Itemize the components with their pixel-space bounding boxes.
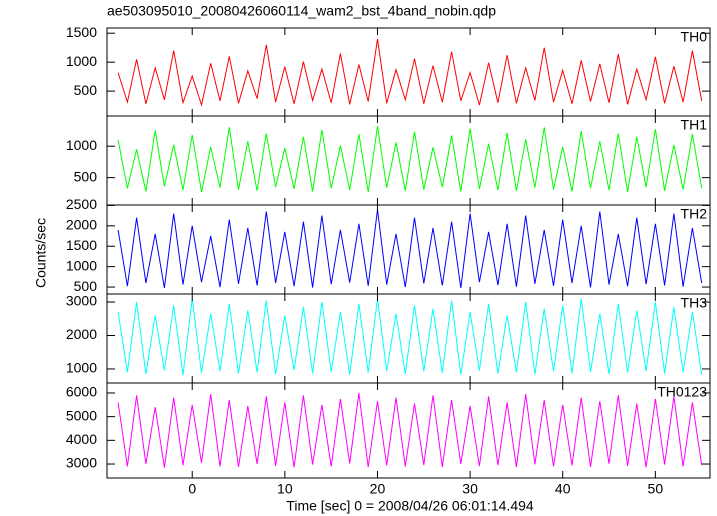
x-tick-label: 10 <box>277 481 293 497</box>
x-tick-label: 40 <box>555 481 571 497</box>
y-tick-label: 6000 <box>66 384 97 400</box>
data-line <box>117 298 703 376</box>
y-tick-label: 1000 <box>66 360 97 376</box>
y-tick-label: 3000 <box>66 455 97 471</box>
y-tick-label: 1000 <box>66 53 97 69</box>
x-tick-label: 0 <box>188 481 196 497</box>
x-axis-label: Time [sec] 0 = 2008/04/26 06:01:14.494 <box>286 498 534 514</box>
panel-frame <box>106 204 711 295</box>
x-tick-label: 50 <box>648 481 664 497</box>
panel-label: TH1 <box>681 117 708 133</box>
panel-label: TH2 <box>681 206 708 222</box>
data-line <box>117 126 703 193</box>
x-tick-label: 20 <box>370 481 386 497</box>
y-tick-label: 500 <box>74 168 98 184</box>
y-tick-label: 500 <box>74 278 98 294</box>
y-tick-label: 2000 <box>66 217 97 233</box>
y-tick-label: 2000 <box>66 326 97 342</box>
panel-label: TH0123 <box>657 384 707 400</box>
data-line <box>117 38 703 107</box>
data-line <box>117 392 703 468</box>
y-axis-label: Counts/sec <box>33 218 49 288</box>
panel-label: TH3 <box>681 295 708 311</box>
panel-frame <box>106 27 711 117</box>
y-tick-label: 1000 <box>66 257 97 273</box>
data-line <box>117 209 703 288</box>
panel-frame <box>106 382 711 479</box>
chart-title: ae503095010_20080426060114_wam2_bst_4ban… <box>107 3 496 19</box>
y-tick-label: 500 <box>74 82 98 98</box>
panel-frame <box>106 115 711 206</box>
y-tick-label: 5000 <box>66 407 97 423</box>
x-tick-label: 30 <box>462 481 478 497</box>
y-tick-label: 3000 <box>66 293 97 309</box>
y-tick-label: 4000 <box>66 431 97 447</box>
panel-label: TH0 <box>681 29 708 45</box>
y-tick-label: 1500 <box>66 237 97 253</box>
y-tick-label: 1500 <box>66 24 97 40</box>
y-tick-label: 2500 <box>66 196 97 212</box>
y-tick-label: 1000 <box>66 137 97 153</box>
